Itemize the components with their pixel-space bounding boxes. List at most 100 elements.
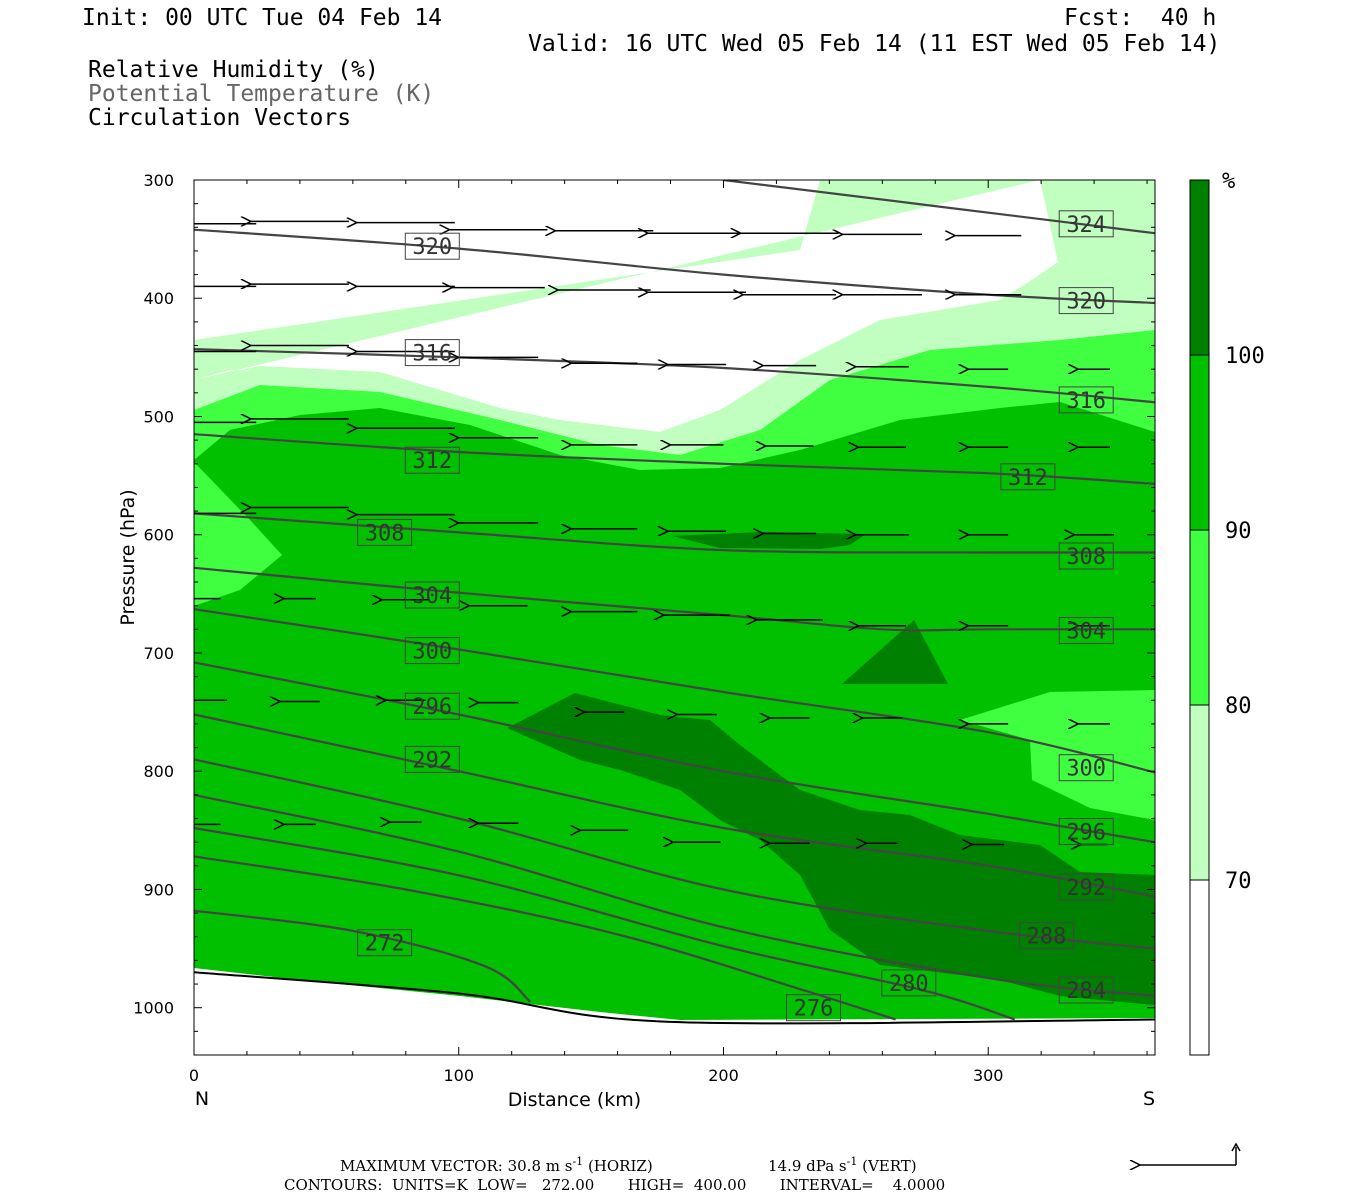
contour-label-316: 316 [412, 342, 452, 367]
y-tick-label: 600 [143, 526, 174, 545]
contour-label-284: 284 [1066, 979, 1106, 1004]
contour-label-box-304 [1058, 617, 1114, 644]
legend-title-rh: Relative Humidity (%) [88, 57, 379, 83]
contour-label-box-296 [1058, 818, 1114, 845]
y-tick-label: 700 [143, 644, 174, 663]
footer-contours: CONTOURS: UNITS=K LOW= 272.00 HIGH= 400.… [284, 1176, 945, 1194]
rh-region-100-max-band [507, 693, 1155, 1005]
colorbar-swatch-1 [1190, 705, 1209, 880]
theta-contour-276 [194, 855, 896, 1021]
contour-label-box-308 [1058, 542, 1114, 570]
theta-contour-312 [194, 433, 1155, 485]
below-ground [194, 968, 1155, 1055]
contour-label-box-284 [1058, 976, 1114, 1004]
rh-region-100-max-triangle [842, 620, 948, 684]
contour-label-box-272 [357, 929, 413, 957]
y-tick-label: 800 [143, 762, 174, 781]
init-time: Init: 00 UTC Tue 04 Feb 14 [82, 5, 443, 31]
contour-label-324: 324 [1066, 213, 1106, 238]
contour-label-320: 320 [1066, 290, 1106, 315]
colorbar-unit: % [1222, 169, 1235, 194]
theta-contour-324 [723, 180, 1155, 235]
y-tick-label: 500 [143, 407, 174, 426]
colorbar-swatch-0 [1190, 880, 1209, 1055]
contour-label-300: 300 [1066, 757, 1106, 782]
theta-contour-300 [194, 608, 1155, 774]
forecast-hour: Fcst: 40 h [1064, 5, 1217, 31]
contour-label-316: 316 [1066, 389, 1106, 414]
contour-label-308: 308 [1066, 545, 1106, 570]
contour-label-box-320 [1058, 287, 1114, 315]
contour-label-box-288 [1019, 922, 1074, 950]
contour-label-288: 288 [1027, 925, 1067, 950]
contour-label-box-316 [1058, 386, 1114, 414]
y-tick-label: 1000 [133, 999, 174, 1018]
theta-contour-308 [194, 512, 1155, 554]
x-tick-label: 200 [708, 1066, 739, 1085]
contour-label-304: 304 [412, 584, 452, 609]
theta-contour-320 [194, 228, 1155, 305]
x-tick-label: 0 [189, 1066, 199, 1085]
contour-label-box-324 [1058, 210, 1114, 238]
contour-label-320: 320 [412, 235, 452, 260]
valid-time: Valid: 16 UTC Wed 05 Feb 14 (11 EST Wed … [528, 31, 1221, 57]
theta-contour-284 [194, 793, 1155, 997]
theta-contour-280 [194, 826, 1016, 1021]
legend-title-theta: Potential Temperature (K) [88, 81, 435, 107]
contour-label-box-316 [404, 339, 460, 367]
contour-label-box-292 [404, 745, 460, 773]
x-axis-label: Distance (km) [508, 1089, 641, 1111]
rh-region-100-max-patch [672, 532, 866, 549]
colorbar-label-80: 80 [1225, 694, 1252, 719]
colorbar-label-70: 70 [1225, 869, 1252, 894]
colorbar: % 100 90 80 70 [1189, 169, 1265, 1056]
contour-label-box-320 [404, 232, 460, 260]
terrain-line [194, 971, 1155, 1025]
y-tick-label: 400 [143, 289, 174, 308]
contour-label-box-280 [881, 969, 937, 997]
contour-label-box-300 [404, 637, 460, 665]
contour-label-272: 272 [365, 932, 405, 957]
contour-label-box-312 [404, 446, 460, 474]
colorbar-label-100: 100 [1225, 344, 1265, 369]
terrain-surface [194, 971, 1155, 1025]
contour-label-276: 276 [794, 997, 834, 1022]
theta-contour-labels: 324 320 320 316 316 312 312 308 308 304 304 300 300 2… [357, 210, 1114, 1022]
contour-label-box-276 [786, 994, 841, 1022]
colorbar-frame [1189, 179, 1210, 1056]
contour-label-box-304 [404, 581, 460, 609]
contour-label-308: 308 [365, 521, 405, 546]
y-tick-label: 900 [143, 880, 174, 899]
y-tick-label: 300 [143, 171, 174, 190]
theta-contour-288 [194, 758, 1155, 950]
contour-label-300: 300 [412, 640, 452, 665]
x-tick-label: 300 [973, 1066, 1004, 1085]
contour-label-box-296 [404, 692, 460, 720]
contour-label-312: 312 [412, 449, 452, 474]
footer-vertical: 14.9 dPa s-1 (VERT) [768, 1155, 917, 1175]
colorbar-label-90: 90 [1225, 519, 1252, 544]
contour-label-292: 292 [412, 748, 452, 773]
contour-label-box-292 [1058, 873, 1114, 901]
contour-label-box-312 [1000, 463, 1056, 491]
contour-label-312: 312 [1008, 466, 1048, 491]
axes: 300 400 500 600 700 800 900 1000 0 100 200 300 Dista… [117, 171, 1155, 1111]
contour-label-296: 296 [1066, 821, 1106, 846]
colorbar-swatch-2 [1190, 530, 1209, 705]
south-label: S [1143, 1088, 1155, 1110]
theta-contour-292 [194, 713, 1155, 898]
north-label: N [195, 1088, 209, 1110]
circulation-vectors [194, 221, 1114, 844]
colorbar-swatch-3 [1190, 355, 1209, 530]
theta-contour-296 [194, 661, 1155, 844]
contour-label-296: 296 [412, 695, 452, 720]
contour-label-280: 280 [889, 972, 929, 997]
contour-label-304: 304 [1066, 620, 1106, 645]
contour-label-box-300 [1058, 754, 1114, 782]
plot-frame [193, 179, 1156, 1056]
footer-max-vector: MAXIMUM VECTOR: 30.8 m s-1 (HORIZ) [340, 1155, 653, 1175]
x-tick-label: 100 [443, 1066, 474, 1085]
legend-title-vectors: Circulation Vectors [88, 105, 352, 131]
y-axis-label: Pressure (hPa) [117, 489, 139, 625]
